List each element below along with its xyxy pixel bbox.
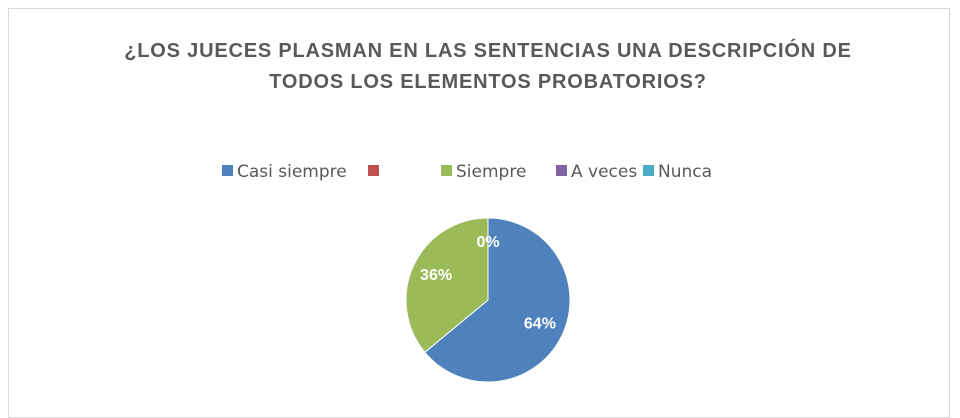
chart: Casi siempre Siempre A veces Nunca 64% 36% 0% [222,162,712,383]
legend-swatch [222,165,233,176]
pie-label: 36% [420,267,452,284]
legend-swatch [368,165,379,176]
pie-slice [405,217,489,353]
pie-label: 0% [476,234,499,251]
legend-swatch [643,165,654,176]
page: ¿LOS JUECES PLASMAN EN LAS SENTENCIAS UN… [8,8,950,418]
chart-title: ¿LOS JUECES PLASMAN EN LAS SENTENCIAS UN… [124,40,852,93]
pie-slice [424,217,571,383]
legend-label: Casi siempre [237,162,347,182]
pie-label: 64% [524,316,556,333]
legend-label: Siempre [456,162,526,182]
legend-swatch [556,165,567,176]
legend-swatch [441,165,452,176]
legend-label: Nunca [658,162,712,182]
legend-label: A veces [571,162,637,182]
